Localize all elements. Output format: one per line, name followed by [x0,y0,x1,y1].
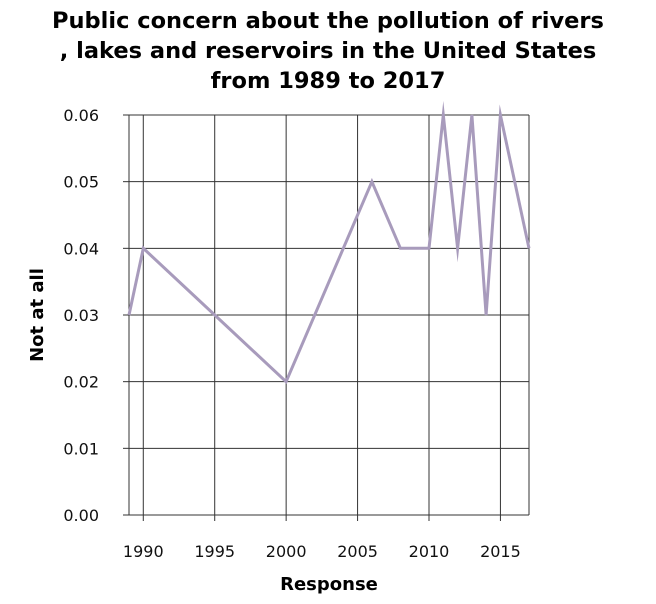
x-axis-title: Response [280,574,378,595]
x-tick-label: 2015 [480,542,521,561]
y-tick-label: 0.05 [63,173,99,192]
x-axis-ticks: 1990 1995 2000 2005 2010 2015 [123,515,521,561]
y-tick-label: 0.06 [63,106,99,125]
y-tick-label: 0.03 [63,306,99,325]
x-tick-label: 2010 [409,542,450,561]
x-tick-label: 2000 [266,542,307,561]
y-tick-label: 0.02 [63,373,99,392]
y-tick-label: 0.00 [63,506,99,525]
grid-lines [129,114,529,516]
y-tick-label: 0.04 [63,239,99,258]
y-tick-label: 0.01 [63,439,99,458]
y-axis-title: Not at all [27,268,48,362]
x-tick-label: 1990 [123,542,164,561]
y-axis-ticks: 0.00 0.01 0.02 0.03 0.04 0.05 0.06 [63,106,129,525]
series-group [127,100,531,385]
chart-title: Public concern about the pollution of ri… [52,8,604,94]
series-line [127,100,531,385]
x-tick-label: 2005 [337,542,378,561]
x-tick-label: 1995 [194,542,235,561]
